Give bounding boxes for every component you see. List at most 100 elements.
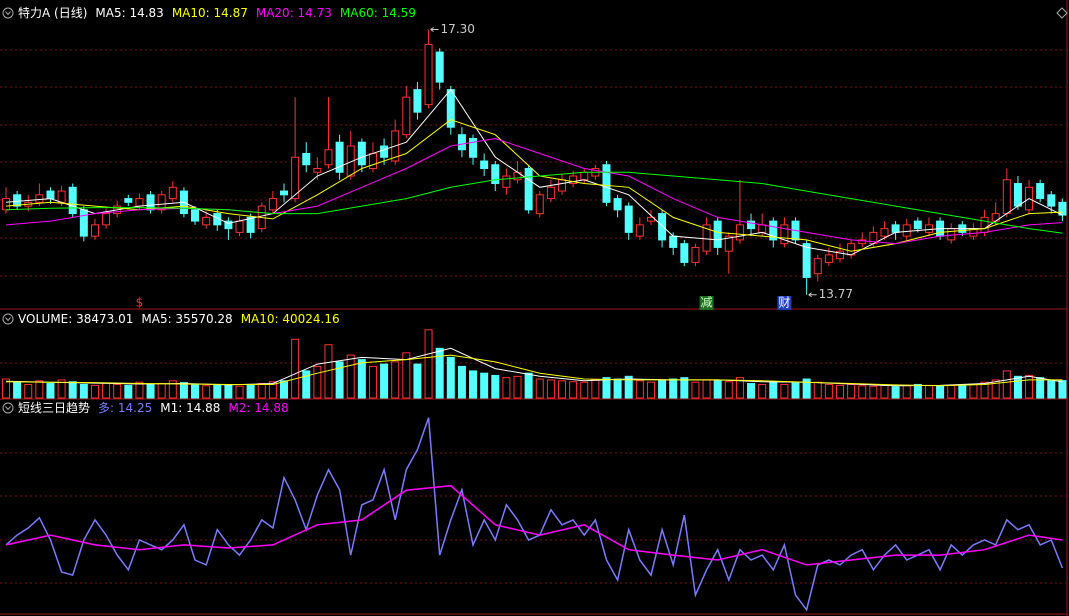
candle-body <box>691 246 700 263</box>
volume-bar <box>135 381 144 399</box>
candle-body <box>824 254 833 263</box>
volume-bar <box>947 384 956 399</box>
volume-bar <box>891 386 900 399</box>
candle-body <box>713 220 722 248</box>
candle-body <box>702 224 711 252</box>
volume-bar <box>869 385 878 399</box>
candle-body <box>168 186 177 200</box>
candle-body <box>380 145 389 158</box>
volume-bar <box>268 381 277 399</box>
volume-bar <box>1036 377 1045 399</box>
indicator-line <box>5 88 1063 256</box>
candle-body <box>880 228 889 237</box>
volume-bar <box>502 377 511 399</box>
candle-body <box>291 156 300 200</box>
candle-body <box>280 190 288 196</box>
panel-legend: 短线三日趋势 多: 14.25 M1: 14.88 M2: 14.88 <box>18 401 289 415</box>
volume-bar <box>257 383 266 399</box>
candle-body <box>469 137 478 158</box>
volume-bar <box>457 365 466 399</box>
volume-bar <box>735 377 744 399</box>
candle-body <box>235 220 244 233</box>
volume-bar <box>302 370 311 399</box>
indicator-line <box>5 484 1063 566</box>
legend-entry: M2: 14.88 <box>228 401 288 415</box>
legend-entry: MA60: 14.59 <box>340 6 416 20</box>
max-label: 17.30 <box>441 22 475 36</box>
candle-body <box>480 160 489 170</box>
legend-entry: MA10: 14.87 <box>172 6 248 20</box>
candle-body <box>680 243 689 263</box>
volume-bar <box>24 383 33 399</box>
candle-body <box>758 224 767 233</box>
candle-body <box>68 186 77 215</box>
volume-bar <box>635 380 644 399</box>
volume-bar <box>991 379 1000 399</box>
volume-bar <box>546 379 555 399</box>
indicator-line <box>5 171 1063 234</box>
legend-entry: MA5: 35570.28 <box>141 312 232 326</box>
min-label: 13.77 <box>819 287 853 301</box>
candle-body <box>2 198 10 211</box>
volume-bar <box>969 383 978 399</box>
volume-bar <box>880 384 889 399</box>
candle-body <box>669 235 678 248</box>
volume-bar <box>713 380 722 399</box>
volume-bar <box>313 365 322 399</box>
volume-bar <box>179 382 188 399</box>
volume-bar <box>691 381 700 399</box>
volume-bar <box>1058 380 1067 399</box>
candle-body <box>747 220 756 230</box>
candle-body <box>157 194 166 211</box>
volume-bar <box>680 377 689 399</box>
candle-body <box>79 209 88 237</box>
volume-bar <box>813 381 822 399</box>
volume-bar <box>168 380 177 399</box>
candle-body <box>569 175 578 185</box>
volume-bar <box>958 385 967 399</box>
signal-box <box>699 296 714 310</box>
volume-bar <box>402 352 411 399</box>
max-arrow <box>430 27 439 32</box>
volume-bar <box>413 363 422 399</box>
volume-bar <box>847 383 856 399</box>
volume-bar <box>1013 375 1022 399</box>
volume-bar <box>836 384 844 399</box>
volume-bar <box>858 385 867 399</box>
volume-bar <box>435 347 444 399</box>
panel-legend: 特力A (日线) MA5: 14.83 MA10: 14.87 MA20: 14.73… <box>18 5 416 20</box>
volume-bar <box>191 384 200 399</box>
volume-bar <box>246 383 255 399</box>
candle-body <box>836 250 844 260</box>
candle-body <box>191 209 200 222</box>
candle-body <box>413 89 422 113</box>
volume-bar <box>491 374 500 399</box>
legend-entry: MA5: 14.83 <box>95 6 163 20</box>
candle-body <box>368 152 377 170</box>
candle-body <box>1013 183 1022 207</box>
volume-bar <box>90 384 99 399</box>
volume-bar <box>68 381 77 399</box>
volume-bar <box>1025 374 1034 399</box>
candle-body <box>335 141 344 173</box>
candle-body <box>346 145 355 177</box>
volume-bar <box>368 365 377 399</box>
legend-entry: VOLUME: 38473.01 <box>18 312 133 326</box>
signal-label: $ <box>136 296 144 310</box>
candle-body <box>558 179 566 192</box>
candle-body <box>891 224 900 233</box>
volume-bar <box>591 379 600 399</box>
volume-bar <box>924 384 933 399</box>
volume-bar <box>602 377 611 399</box>
candle-body <box>424 44 433 106</box>
volume-bar <box>758 383 767 399</box>
candle-body <box>813 258 822 275</box>
volume-bar <box>747 383 756 399</box>
candle-body <box>213 213 222 226</box>
candle-body <box>858 239 867 245</box>
candle-body <box>924 224 933 233</box>
candle-body <box>313 168 322 173</box>
volume-bar <box>235 385 244 399</box>
candle-body <box>135 198 144 207</box>
volume-bar <box>2 378 10 399</box>
